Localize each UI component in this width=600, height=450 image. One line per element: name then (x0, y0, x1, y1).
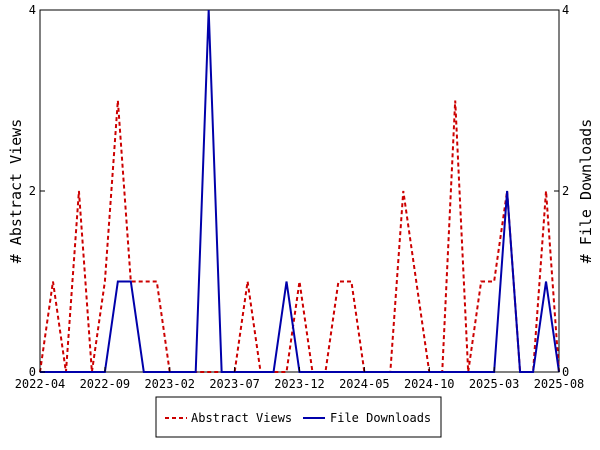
x-tick-label: 2022-09 (80, 377, 131, 391)
y-tick-label-left: 4 (29, 3, 36, 17)
x-tick-label: 2023-07 (209, 377, 260, 391)
y-tick-label-left: 0 (29, 365, 36, 379)
legend: Abstract Views File Downloads (155, 396, 442, 438)
legend-label-abstract-views: Abstract Views (191, 411, 292, 425)
x-tick-label: 2025-08 (534, 377, 585, 391)
x-tick-label: 2022-04 (15, 377, 66, 391)
x-tick-label: 2025-03 (469, 377, 520, 391)
x-tick-label: 2023-12 (274, 377, 325, 391)
legend-box (155, 396, 442, 438)
y-axis-label-left: # Abstract Views (7, 119, 25, 264)
series-line-abstract-views (39, 100, 560, 373)
y-tick-label-right: 2 (562, 184, 569, 198)
legend-label-file-downloads: File Downloads (330, 411, 431, 425)
y-tick-label-right: 0 (562, 365, 569, 379)
y-axis-label-right: # File Downloads (577, 119, 595, 264)
y-tick-label-left: 2 (29, 184, 36, 198)
x-tick-label: 2023-02 (144, 377, 195, 391)
x-tick-label: 2024-05 (339, 377, 390, 391)
y-tick-label-right: 4 (562, 3, 569, 17)
x-tick-label: 2024-10 (404, 377, 455, 391)
plot-area (39, 9, 560, 373)
